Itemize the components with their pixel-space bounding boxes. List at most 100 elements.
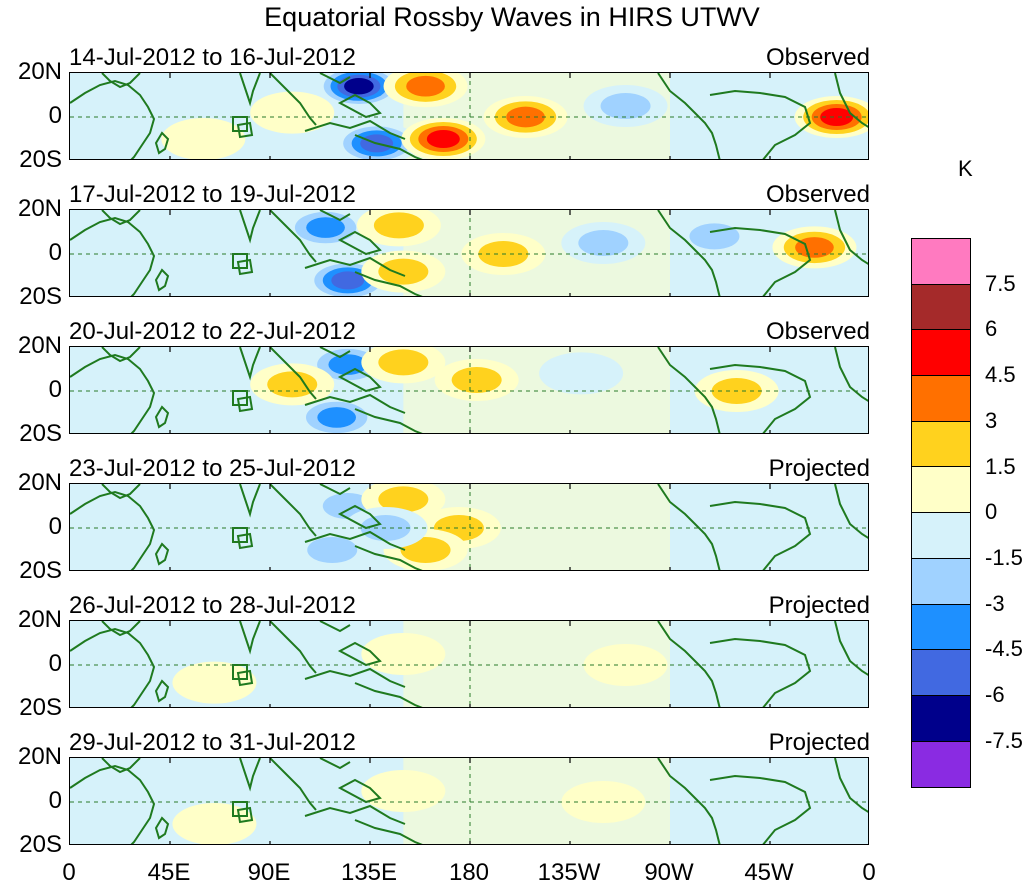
anomaly-map (69, 346, 869, 434)
coastline (657, 210, 721, 296)
anomaly-contour (820, 108, 854, 126)
colorbar-units: K (958, 156, 973, 181)
coastline (239, 210, 261, 244)
coastline (709, 363, 812, 433)
colorbar-swatch (912, 695, 970, 742)
colorbar-swatch (912, 741, 970, 788)
lat-label-0: 0 (48, 513, 62, 540)
coastline (154, 405, 170, 429)
anomaly-map (69, 620, 869, 708)
coastline (319, 621, 351, 633)
colorbar-level-label: 4.5 (985, 362, 1016, 388)
anomaly-contour (426, 130, 460, 148)
coastline (657, 621, 721, 707)
coastline (239, 347, 261, 381)
anomaly-contour (306, 217, 345, 238)
panel-date-range: 20-Jul-2012 to 22-Jul-2012 (69, 318, 356, 345)
coastline (101, 758, 141, 774)
coastline (834, 758, 868, 813)
coastline (154, 131, 170, 155)
lat-label-20s: 20S (19, 283, 62, 310)
lat-label-20s: 20S (19, 420, 62, 447)
coastline (269, 758, 317, 811)
colorbar-swatch (912, 604, 970, 651)
panel-status: Projected (768, 592, 870, 619)
anomaly-contour (561, 781, 646, 823)
coastline (269, 484, 317, 537)
coastline (337, 778, 382, 804)
coastline (101, 621, 141, 637)
coastline (354, 408, 423, 433)
anomaly-contour (267, 371, 318, 398)
lat-label-20s: 20S (19, 831, 62, 858)
lon-label: 0 (862, 859, 876, 886)
panel-status: Observed (765, 318, 870, 345)
coastline (304, 804, 406, 825)
panel-date-range: 29-Jul-2012 to 31-Jul-2012 (69, 729, 356, 756)
anomaly-map (69, 209, 869, 297)
coastline (709, 89, 812, 159)
anomaly-contour (378, 258, 429, 285)
colorbar-swatch (912, 330, 970, 377)
anomaly-contour (506, 106, 545, 128)
colorbar-level-label: -7.5 (985, 727, 1023, 753)
coastline (657, 758, 721, 844)
lat-label-20n: 20N (17, 195, 62, 222)
coastline (239, 484, 261, 518)
anomaly-contour (600, 93, 651, 119)
coastline (657, 484, 721, 570)
coastline (101, 210, 141, 226)
coastline (709, 774, 812, 844)
colorbar-level-label: -3 (985, 590, 1005, 616)
panel-status: Projected (768, 729, 870, 756)
coastline (101, 73, 141, 89)
colorbar-swatch (912, 650, 970, 696)
lon-label: 180 (448, 859, 490, 886)
coastline (319, 347, 351, 359)
coastline (354, 819, 423, 844)
anomaly-contour (795, 237, 834, 258)
anomaly-map (69, 757, 869, 845)
coastline (834, 347, 868, 402)
coastline (239, 73, 261, 107)
colorbar-level-label: -1.5 (985, 544, 1023, 570)
anomaly-contour (172, 661, 257, 704)
coastline (70, 79, 156, 159)
coastline (709, 637, 812, 707)
panel-date-range: 14-Jul-2012 to 16-Jul-2012 (69, 44, 356, 71)
coastline (834, 210, 868, 265)
colorbar-swatch (912, 284, 970, 331)
colorbar-swatch (912, 513, 970, 559)
anomaly-contour (172, 803, 257, 844)
lon-label: 45E (147, 859, 191, 886)
colorbar-swatch (912, 239, 970, 285)
panel-date-range: 23-Jul-2012 to 25-Jul-2012 (69, 455, 356, 482)
coastline (354, 134, 423, 159)
colorbar-swatch (912, 467, 970, 514)
anomaly-contour (451, 367, 502, 393)
coastline (154, 542, 170, 566)
anomaly-map (69, 483, 869, 571)
anomaly-contour (344, 78, 374, 95)
coastline (337, 230, 382, 256)
coastline (304, 393, 406, 414)
panel-status: Projected (768, 455, 870, 482)
coastline (304, 530, 406, 551)
lon-label: 45W (744, 859, 794, 886)
anomaly-map (69, 72, 869, 160)
coastline (319, 484, 351, 496)
colorbar (911, 238, 971, 789)
panel-date-range: 17-Jul-2012 to 19-Jul-2012 (69, 181, 356, 208)
colorbar-level-label: 0 (985, 499, 998, 525)
coastline (70, 764, 156, 844)
coastline (269, 621, 317, 674)
coastline (269, 347, 317, 400)
coastline (70, 216, 156, 296)
coastline (154, 268, 170, 292)
lat-label-0: 0 (48, 239, 62, 266)
lon-label: 90W (644, 859, 694, 886)
coastline (239, 621, 261, 655)
coastline (269, 210, 317, 263)
coastline (709, 226, 812, 296)
coastline (834, 73, 868, 128)
